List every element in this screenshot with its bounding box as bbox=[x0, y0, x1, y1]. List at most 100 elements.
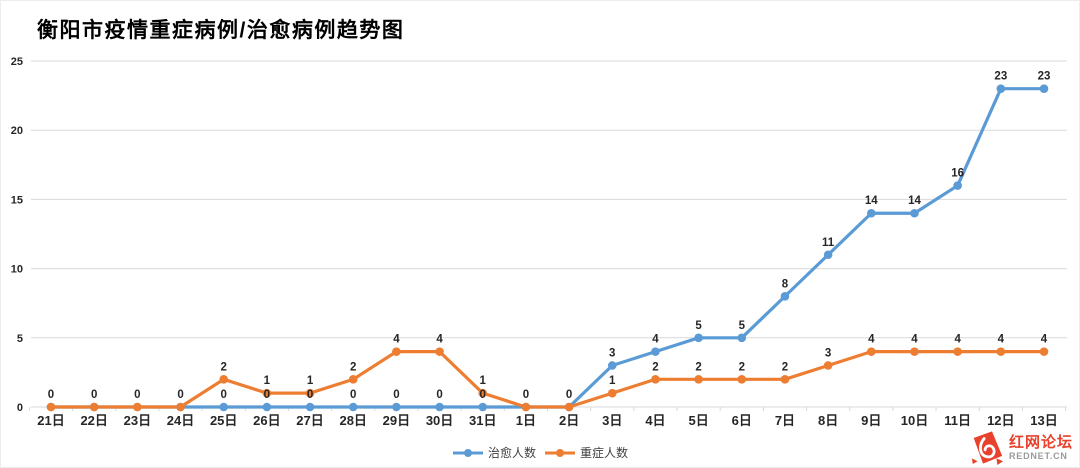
y-axis-tick-label: 25 bbox=[11, 56, 23, 68]
data-point-0[interactable] bbox=[694, 333, 703, 343]
data-label: 1 bbox=[609, 375, 616, 387]
data-label: 0 bbox=[134, 389, 140, 401]
data-point-1[interactable] bbox=[996, 347, 1006, 356]
x-axis-tick-label: 11日 bbox=[944, 413, 971, 428]
legend-item-cured[interactable]: 治愈人数 bbox=[452, 444, 536, 461]
x-axis-tick-label: 7日 bbox=[775, 413, 795, 428]
x-axis-tick-label: 9日 bbox=[861, 413, 881, 428]
data-label: 4 bbox=[868, 334, 875, 346]
data-point-1[interactable] bbox=[133, 402, 142, 412]
x-axis-tick-label: 8日 bbox=[818, 413, 838, 428]
data-point-1[interactable] bbox=[867, 347, 876, 356]
data-label: 3 bbox=[825, 347, 831, 359]
data-point-1[interactable] bbox=[305, 388, 315, 398]
data-point-0[interactable] bbox=[651, 347, 660, 356]
x-axis-tick-label: 28日 bbox=[339, 413, 366, 428]
data-point-1[interactable] bbox=[262, 388, 272, 398]
x-axis-tick-label: 25日 bbox=[210, 413, 237, 428]
data-point-1[interactable] bbox=[651, 375, 660, 384]
data-label: 0 bbox=[220, 389, 226, 401]
data-point-0[interactable] bbox=[737, 333, 747, 343]
data-point-0[interactable] bbox=[1039, 84, 1049, 93]
x-axis-tick-label: 27日 bbox=[296, 413, 323, 428]
data-point-1[interactable] bbox=[1039, 347, 1049, 356]
x-axis-tick-label: 2日 bbox=[559, 413, 579, 428]
data-point-0[interactable] bbox=[305, 402, 315, 412]
data-point-1[interactable] bbox=[89, 402, 99, 412]
data-label: 23 bbox=[1038, 71, 1051, 83]
data-label: 2 bbox=[220, 361, 226, 373]
data-label: 5 bbox=[739, 320, 746, 332]
x-axis-tick-label: 13日 bbox=[1030, 413, 1057, 428]
data-point-1[interactable] bbox=[521, 402, 531, 412]
data-point-1[interactable] bbox=[478, 388, 488, 398]
x-axis-tick-label: 23日 bbox=[124, 413, 151, 428]
data-label: 1 bbox=[480, 375, 487, 387]
x-axis-tick-label: 6日 bbox=[732, 413, 752, 428]
data-label: 0 bbox=[566, 389, 572, 401]
data-point-0[interactable] bbox=[780, 291, 790, 301]
x-axis-tick-label: 22日 bbox=[80, 413, 107, 428]
severe-series-marker-icon bbox=[545, 448, 575, 457]
rednet-logo-icon bbox=[971, 431, 1004, 465]
y-axis-tick-label: 0 bbox=[17, 402, 23, 414]
series-line-0[interactable] bbox=[49, 87, 1046, 409]
x-axis-tick-label: 24日 bbox=[167, 413, 194, 428]
data-point-0[interactable] bbox=[996, 84, 1006, 93]
data-point-0[interactable] bbox=[392, 402, 401, 412]
data-point-0[interactable] bbox=[348, 402, 358, 412]
legend-item-severe[interactable]: 重症人数 bbox=[544, 444, 628, 461]
data-point-0[interactable] bbox=[262, 402, 272, 412]
legend-label-cured: 治愈人数 bbox=[487, 446, 536, 460]
x-axis-tick-label: 31日 bbox=[469, 413, 496, 428]
x-axis-tick-label: 1日 bbox=[516, 413, 536, 428]
data-point-1[interactable] bbox=[219, 375, 228, 384]
data-point-0[interactable] bbox=[219, 402, 228, 412]
data-point-1[interactable] bbox=[607, 388, 617, 398]
cured-series-marker-icon bbox=[452, 448, 483, 457]
data-label: 1 bbox=[264, 375, 271, 387]
data-point-0[interactable] bbox=[478, 402, 488, 412]
data-point-1[interactable] bbox=[392, 347, 401, 356]
data-point-1[interactable] bbox=[780, 375, 790, 384]
data-label: 2 bbox=[782, 361, 788, 373]
data-point-1[interactable] bbox=[46, 402, 56, 412]
legend-label-severe: 重症人数 bbox=[580, 446, 629, 460]
x-axis-tick-label: 21日 bbox=[37, 413, 64, 428]
data-label: 0 bbox=[177, 389, 183, 401]
series-line-1[interactable] bbox=[49, 350, 1046, 409]
data-label: 0 bbox=[91, 389, 97, 401]
data-point-0[interactable] bbox=[953, 181, 962, 190]
data-point-0[interactable] bbox=[435, 402, 444, 412]
data-point-0[interactable] bbox=[607, 361, 617, 370]
data-point-1[interactable] bbox=[435, 347, 444, 356]
watermark-name: 红网论坛 bbox=[1008, 434, 1073, 452]
data-point-0[interactable] bbox=[910, 208, 919, 218]
data-point-1[interactable] bbox=[823, 361, 833, 370]
data-label: 11 bbox=[822, 237, 835, 249]
data-point-0[interactable] bbox=[867, 208, 876, 218]
data-point-1[interactable] bbox=[953, 347, 962, 356]
data-point-1[interactable] bbox=[348, 375, 358, 384]
data-label: 4 bbox=[1041, 334, 1048, 346]
data-point-1[interactable] bbox=[694, 375, 703, 384]
data-label: 4 bbox=[998, 334, 1005, 346]
data-point-1[interactable] bbox=[737, 375, 747, 384]
data-label: 4 bbox=[393, 334, 400, 346]
data-label: 0 bbox=[350, 389, 356, 401]
chart-title: 衡阳市疫情重症病例/治愈病例趋势图 bbox=[37, 19, 405, 42]
data-point-0[interactable] bbox=[823, 250, 833, 260]
data-label: 5 bbox=[695, 320, 702, 332]
y-axis-tick-label: 20 bbox=[11, 125, 23, 137]
data-point-1[interactable] bbox=[564, 402, 574, 412]
data-point-1[interactable] bbox=[910, 347, 919, 356]
x-axis-tick-label: 29日 bbox=[383, 413, 410, 428]
data-label: 4 bbox=[436, 334, 443, 346]
y-axis-tick-label: 15 bbox=[11, 194, 23, 206]
x-axis-tick-label: 12日 bbox=[987, 413, 1014, 428]
y-axis-tick-label: 10 bbox=[11, 264, 23, 276]
data-point-1[interactable] bbox=[176, 402, 185, 412]
data-label: 4 bbox=[911, 334, 918, 346]
x-axis-tick-label: 10日 bbox=[901, 413, 928, 428]
